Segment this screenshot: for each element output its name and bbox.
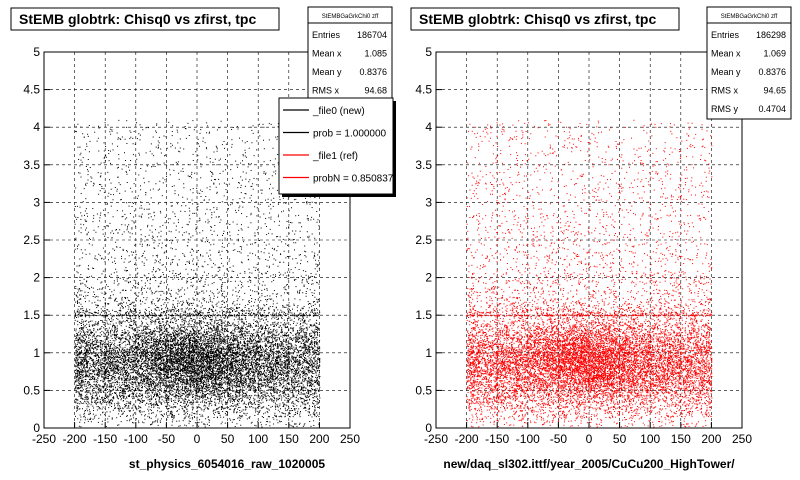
- x-tick-label: -50: [158, 432, 176, 446]
- right-y-ticks: 0 0.5 1 1.5 2 2.5 3 3.5 4 4.5 5: [415, 45, 442, 435]
- x-tick-label: -250: [424, 432, 448, 446]
- stats-label: Entries: [312, 30, 341, 40]
- legend-entry-label: _file1 (ref): [312, 151, 358, 162]
- x-tick-label: -100: [124, 432, 148, 446]
- legend-entry-label: _file0 (new): [312, 106, 365, 117]
- stats-label: Mean y: [711, 67, 741, 77]
- y-tick-label: 0.5: [415, 383, 432, 397]
- y-tick-label: 4.5: [415, 83, 432, 97]
- left-title-box: StEMB globtrk: Chisq0 vs zfirst, tpc: [10, 7, 280, 31]
- scatter-points: [74, 119, 321, 428]
- y-tick-label: 3.5: [23, 158, 40, 172]
- left-legend: _file0 (new) prob = 1.000000 _file1 (ref) p…: [278, 97, 396, 197]
- y-tick-label: 3: [425, 195, 432, 209]
- x-tick-label: 150: [279, 432, 299, 446]
- stats-label: Mean x: [711, 49, 741, 59]
- x-tick-label: 0: [194, 432, 201, 446]
- left-stats-name: StEMBGaGrkChi0 zff: [322, 14, 379, 20]
- x-tick-label: 150: [671, 432, 691, 446]
- legend-entry-label: probN = 0.850837: [313, 174, 394, 185]
- right-stats-box: StEMBGaGrkChi0 zff Entries 186298 Mean x 1.…: [706, 6, 792, 120]
- y-tick-label: 2.5: [23, 233, 40, 247]
- y-tick-label: 1: [33, 346, 40, 360]
- stats-value: 186704: [357, 30, 387, 40]
- stats-value: 0.4704: [758, 104, 786, 114]
- x-tick-label: 0: [586, 432, 593, 446]
- y-tick-label: 3: [33, 195, 40, 209]
- right-title-box: StEMB globtrk: Chisq0 vs zfirst, tpc: [410, 7, 680, 31]
- y-tick-label: 5: [425, 45, 432, 59]
- y-tick-label: 4.5: [23, 83, 40, 97]
- x-tick-label: -150: [485, 432, 509, 446]
- y-tick-label: 2: [425, 271, 432, 285]
- stats-label: RMS y: [711, 104, 739, 114]
- right-panel: -250 -200 -150 -100 -50 0 50 100 150 200 250 0 0.5 1…: [410, 6, 792, 471]
- right-stats-name: StEMBGaGrkChi0 zff: [721, 14, 778, 20]
- left-panel: -250 -200 -150 -100 -50 0 50 100 150 200 250 0 0.5 1…: [10, 6, 396, 471]
- stats-value: 0.8376: [758, 67, 786, 77]
- x-tick-label: -250: [32, 432, 56, 446]
- y-tick-label: 0: [33, 421, 40, 435]
- right-x-axis-label: new/daq_sl302.ittf/year_2005/CuCu200_Hig…: [443, 457, 735, 471]
- left-x-ticks: -250 -200 -150 -100 -50 0 50 100 150 200 250: [32, 422, 360, 446]
- stats-value: 94.68: [364, 86, 387, 96]
- x-tick-label: 50: [221, 432, 235, 446]
- y-tick-label: 1: [425, 346, 432, 360]
- x-tick-label: -200: [63, 432, 87, 446]
- y-tick-label: 3.5: [415, 158, 432, 172]
- x-tick-label: 200: [309, 432, 329, 446]
- right-x-ticks: -250 -200 -150 -100 -50 0 50 100 150 200 250: [424, 422, 752, 446]
- y-tick-label: 1.5: [23, 308, 40, 322]
- left-stats-box: StEMBGaGrkChi0 zff Entries 186704 Mean x 1.…: [307, 6, 393, 106]
- x-tick-label: 100: [640, 432, 660, 446]
- x-tick-label: -50: [550, 432, 568, 446]
- legend-entry-label: prob = 1.000000: [313, 129, 387, 140]
- y-tick-label: 4: [425, 120, 432, 134]
- stats-label: Entries: [711, 30, 740, 40]
- x-tick-label: 250: [732, 432, 752, 446]
- x-tick-label: -100: [516, 432, 540, 446]
- scatter-points: [466, 119, 713, 428]
- x-tick-label: 200: [701, 432, 721, 446]
- x-tick-label: 50: [613, 432, 627, 446]
- right-title: StEMB globtrk: Chisq0 vs zfirst, tpc: [419, 11, 656, 27]
- stats-value: 1.069: [763, 49, 786, 59]
- stats-label: Mean x: [312, 49, 342, 59]
- y-tick-label: 0: [425, 421, 432, 435]
- stats-label: RMS x: [312, 86, 340, 96]
- stats-value: 186298: [756, 30, 786, 40]
- stats-value: 94.65: [763, 86, 786, 96]
- right-points: [466, 119, 713, 428]
- y-tick-label: 2.5: [415, 233, 432, 247]
- stats-value: 0.8376: [359, 67, 387, 77]
- y-tick-label: 4: [33, 120, 40, 134]
- x-tick-label: -200: [455, 432, 479, 446]
- y-tick-label: 5: [33, 45, 40, 59]
- left-points: [74, 119, 321, 428]
- left-x-axis-label: st_physics_6054016_raw_1020005: [129, 457, 325, 471]
- y-tick-label: 2: [33, 271, 40, 285]
- left-y-ticks: 0 0.5 1 1.5 2 2.5 3 3.5 4 4.5 5: [23, 45, 50, 435]
- stats-value: 1.085: [364, 49, 387, 59]
- stats-label: Mean y: [312, 67, 342, 77]
- x-tick-label: 100: [248, 432, 268, 446]
- x-tick-label: 250: [340, 432, 360, 446]
- stats-label: RMS x: [711, 86, 739, 96]
- y-tick-label: 0.5: [23, 383, 40, 397]
- x-tick-label: -150: [93, 432, 117, 446]
- y-tick-label: 1.5: [415, 308, 432, 322]
- left-title: StEMB globtrk: Chisq0 vs zfirst, tpc: [19, 11, 256, 27]
